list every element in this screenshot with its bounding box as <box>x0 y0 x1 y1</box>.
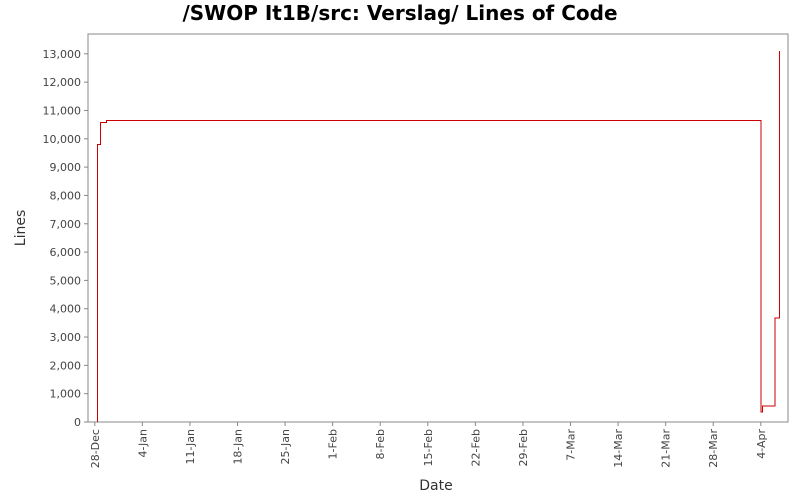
y-tick-label: 7,000 <box>50 218 82 231</box>
x-tick-label: 4-Jan <box>136 429 149 458</box>
x-tick-label: 8-Feb <box>374 429 387 459</box>
y-tick-label: 2,000 <box>50 359 82 372</box>
y-axis-ticks: 0 1,000 2,000 3,000 4,000 5,000 6,000 7,000 8,00… <box>43 48 88 429</box>
y-tick-label: 4,000 <box>50 303 82 316</box>
series-layer <box>97 50 780 422</box>
x-tick-label: 21-Mar <box>660 429 673 468</box>
y-tick-label: 9,000 <box>50 161 82 174</box>
x-tick-label: 4-Apr <box>755 429 768 459</box>
series-line <box>97 50 780 422</box>
x-tick-label: 1-Feb <box>327 429 340 459</box>
y-tick-label: 5,000 <box>50 274 82 287</box>
x-tick-label: 22-Feb <box>469 429 482 466</box>
y-tick-label: 10,000 <box>43 133 82 146</box>
x-tick-label: 11-Jan <box>184 429 197 465</box>
y-tick-label: 11,000 <box>43 104 82 117</box>
plot-area <box>87 33 789 423</box>
y-tick-label: 3,000 <box>50 331 82 344</box>
y-axis-label: Lines <box>13 210 29 246</box>
y-tick-label: 6,000 <box>50 246 82 259</box>
y-tick-label: 0 <box>74 416 81 429</box>
y-tick-label: 12,000 <box>43 76 82 89</box>
x-tick-label: 28-Dec <box>89 429 102 468</box>
x-tick-label: 28-Mar <box>707 429 720 468</box>
y-tick-label: 13,000 <box>43 48 82 61</box>
x-tick-label: 25-Jan <box>279 429 292 465</box>
x-tick-label: 18-Jan <box>232 429 245 465</box>
x-tick-label: 29-Feb <box>517 429 530 466</box>
y-tick-label: 1,000 <box>50 388 82 401</box>
x-tick-label: 7-Mar <box>565 429 578 461</box>
x-tick-label: 15-Feb <box>422 429 435 466</box>
x-tick-label: 14-Mar <box>612 429 625 468</box>
y-tick-label: 8,000 <box>50 189 82 202</box>
chart-title: /SWOP It1B/src: Verslag/ Lines of Code <box>182 1 617 25</box>
x-axis-ticks: 28-Dec 4-Jan 11-Jan 18-Jan 25-Jan 1-Feb 8-Feb 1… <box>89 422 768 468</box>
x-axis-label: Date <box>419 478 452 494</box>
